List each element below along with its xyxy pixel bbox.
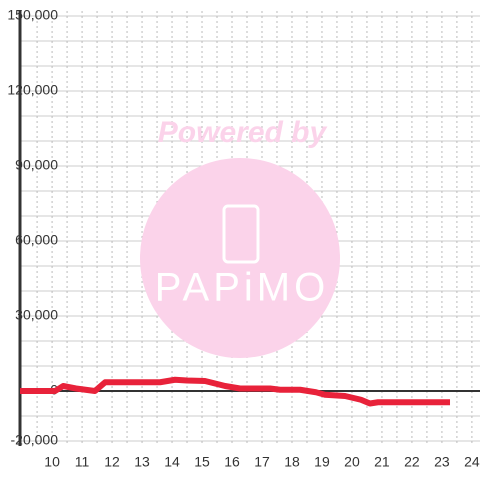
data-line xyxy=(20,376,451,407)
x-tick-label: 15 xyxy=(194,454,210,470)
x-tick-label: 11 xyxy=(75,454,90,470)
x-tick-label: 23 xyxy=(434,454,450,470)
y-tick-label: 120,000 xyxy=(7,82,58,98)
y-tick-label: 150,000 xyxy=(7,7,58,23)
x-tick-label: 24 xyxy=(464,454,480,470)
x-tick-label: 21 xyxy=(374,454,390,470)
watermark-logo: PAPiMO xyxy=(155,266,329,310)
y-tick-label: -20,000 xyxy=(11,432,59,448)
y-tick-label: 30,000 xyxy=(15,307,58,323)
y-tick-label: 60,000 xyxy=(15,232,58,248)
watermark-icon xyxy=(222,204,260,264)
x-tick-label: 13 xyxy=(134,454,150,470)
watermark-text: Powered by xyxy=(158,116,328,149)
x-tick-label: 19 xyxy=(314,454,330,470)
x-tick-label: 17 xyxy=(254,454,270,470)
x-tick-label: 20 xyxy=(344,454,360,470)
x-tick-label: 16 xyxy=(224,454,240,470)
y-tick-label: 90,000 xyxy=(15,157,58,173)
x-tick-label: 14 xyxy=(164,454,180,470)
x-tick-label: 10 xyxy=(44,454,60,470)
x-tick-label: 18 xyxy=(284,454,300,470)
x-tick-label: 12 xyxy=(104,454,120,470)
watermark-circle xyxy=(140,158,340,358)
x-tick-label: 22 xyxy=(404,454,420,470)
